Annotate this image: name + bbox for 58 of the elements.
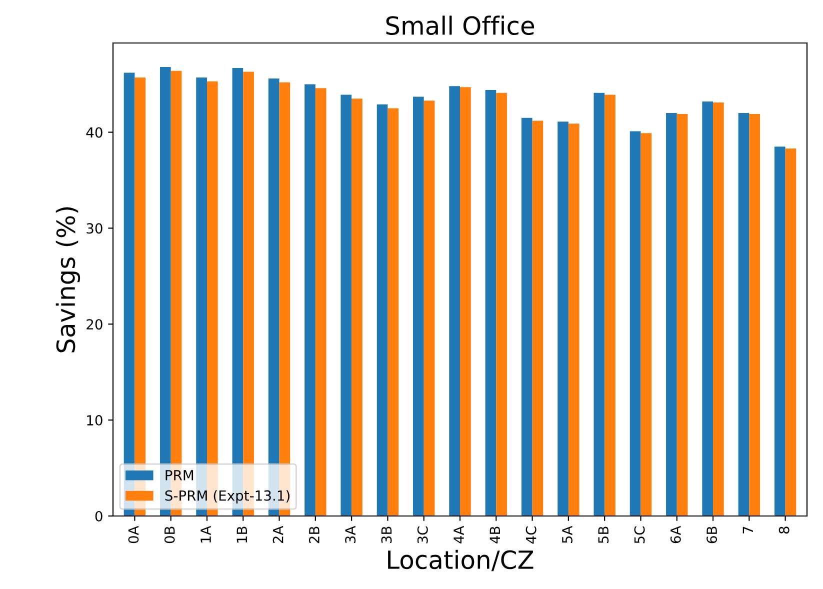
- bar: [594, 92, 605, 516]
- bar: [388, 108, 399, 516]
- bar: [315, 88, 326, 516]
- x-tick-label: 0A: [128, 526, 139, 544]
- bar: [376, 104, 388, 516]
- bar: [640, 133, 652, 516]
- x-tick-label: 5C: [634, 526, 645, 544]
- x-tick-label: 2A: [272, 526, 284, 544]
- bar: [676, 114, 688, 516]
- x-tick-label: 8: [778, 526, 790, 534]
- x-tick-label: 1B: [236, 526, 247, 543]
- y-tick-label: 10: [87, 415, 102, 426]
- y-tick-label: 40: [86, 127, 102, 138]
- bar: [774, 146, 786, 516]
- x-axis-title: Location/CZ: [388, 550, 534, 572]
- bar: [532, 120, 544, 516]
- legend-label: S-PRM (Expt-13.1): [165, 490, 290, 504]
- x-tick-label: 4C: [526, 526, 536, 544]
- x-tick-label: 6B: [706, 526, 718, 544]
- bar: [713, 102, 724, 516]
- bar: [449, 86, 460, 516]
- bar: [134, 78, 146, 516]
- y-tick-label: 20: [86, 319, 102, 330]
- bar: [304, 84, 316, 516]
- bar: [666, 113, 677, 516]
- x-tick-label: 0B: [164, 526, 175, 544]
- bar: [702, 102, 714, 516]
- y-axis-title: Savings (%): [56, 207, 80, 352]
- bar: [485, 90, 496, 516]
- bar: [424, 100, 435, 516]
- x-tick-label: 1A: [200, 526, 211, 543]
- x-tick-label: 3C: [417, 526, 428, 544]
- chart-title: Small Office: [386, 16, 534, 36]
- bar: [604, 94, 616, 516]
- x-tick-label: 6A: [670, 526, 681, 544]
- bar: [738, 113, 750, 516]
- bar: [340, 94, 352, 516]
- x-tick-label: 3A: [345, 526, 356, 543]
- bar: [413, 96, 424, 516]
- y-tick-label: 30: [86, 223, 102, 234]
- bar: [568, 124, 580, 516]
- bar: [460, 87, 471, 516]
- bar: [352, 98, 362, 516]
- bar: [558, 122, 568, 516]
- x-tick-label: 4B: [490, 526, 500, 544]
- x-tick-label: 5B: [598, 526, 609, 544]
- x-tick-label: 2B: [308, 526, 320, 544]
- bar: [749, 114, 760, 516]
- x-tick-label: 5A: [562, 526, 572, 543]
- bar: [521, 118, 532, 516]
- legend-label: PRM: [166, 470, 194, 480]
- y-tick-label: 0: [95, 510, 102, 522]
- bar: [785, 148, 796, 516]
- bar: [496, 92, 507, 516]
- x-tick-label: 3B: [381, 526, 392, 544]
- x-tick-label: 7: [742, 526, 753, 534]
- bar: [630, 131, 641, 516]
- x-tick-label: 4A: [454, 526, 464, 544]
